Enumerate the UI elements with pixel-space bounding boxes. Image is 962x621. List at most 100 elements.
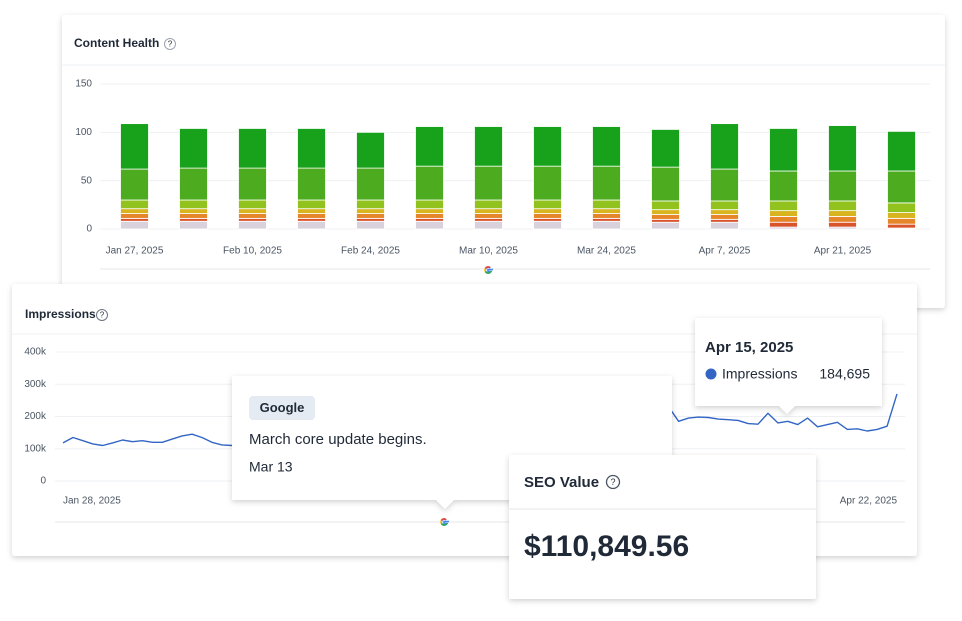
- bar-segment: [415, 126, 444, 167]
- x-tick-label: Apr 21, 2025: [814, 246, 872, 257]
- help-icon[interactable]: ?: [164, 38, 176, 50]
- bar-segment: [651, 221, 680, 230]
- card-background: [62, 15, 945, 308]
- bar-segment: [887, 212, 916, 219]
- bar-segment: [238, 220, 267, 230]
- svg-text:?: ?: [168, 40, 173, 49]
- bar-segment: [769, 128, 798, 172]
- y-tick-label: 50: [81, 175, 93, 186]
- bar-segment: [179, 208, 208, 214]
- bar-segment: [592, 126, 621, 167]
- y-tick-label: 100k: [24, 443, 47, 454]
- bar-segment: [710, 218, 739, 223]
- bar-segment: [356, 199, 385, 210]
- x-tick-label: Jan 27, 2025: [106, 246, 164, 257]
- x-tick-label: Mar 24, 2025: [577, 246, 636, 257]
- bar-segment: [356, 213, 385, 219]
- bar-segment: [474, 126, 503, 167]
- bar-segment: [474, 165, 503, 201]
- bar-segment: [474, 217, 503, 222]
- bar-segment: [710, 200, 739, 211]
- bar-segment: [356, 220, 385, 230]
- bar-segment: [651, 166, 680, 202]
- bar-segment: [769, 200, 798, 212]
- bar-segment: [120, 213, 149, 219]
- bar-segment: [710, 168, 739, 202]
- bar-segment: [179, 220, 208, 230]
- x-tick-label: Apr 7, 2025: [699, 246, 751, 257]
- bar-segment: [769, 221, 798, 228]
- bar-segment: [887, 217, 916, 225]
- bar-segment: [297, 128, 326, 169]
- source-label: Google: [260, 400, 305, 415]
- help-icon[interactable]: ?: [605, 474, 621, 490]
- bar-segment: [710, 214, 739, 220]
- bar-segment: [120, 217, 149, 222]
- bar-segment: [238, 128, 267, 169]
- bar-segment: [120, 168, 149, 201]
- bar-segment: [769, 170, 798, 202]
- bar-segment: [710, 209, 739, 215]
- bar-segment: [710, 123, 739, 170]
- bar-segment: [769, 216, 798, 223]
- bar-segment: [238, 217, 267, 222]
- bar-segment: [592, 220, 621, 230]
- svg-text:?: ?: [100, 311, 105, 320]
- bar-segment: [533, 199, 562, 210]
- bar-segment: [179, 128, 208, 169]
- tooltip-background: [695, 318, 882, 414]
- bar-segment: [651, 218, 680, 223]
- bar-segment: [238, 213, 267, 219]
- bar-segment: [297, 213, 326, 219]
- bar-segment: [415, 208, 444, 214]
- bar-segment: [297, 199, 326, 210]
- help-icon[interactable]: ?: [96, 309, 108, 321]
- bar-segment: [769, 210, 798, 217]
- series-swatch: [705, 368, 717, 380]
- bar-segment: [179, 213, 208, 219]
- bar-segment: [651, 214, 680, 220]
- bar-segment: [120, 199, 149, 210]
- bar-segment: [828, 125, 857, 172]
- y-tick-label: 0: [86, 224, 92, 235]
- bar-segment: [474, 213, 503, 219]
- seo-value-card: SEO Value ? $110,849.56: [509, 455, 816, 599]
- bar-segment: [651, 129, 680, 168]
- bar-segment: [356, 131, 385, 169]
- bar-segment: [828, 210, 857, 217]
- bar-segment: [297, 167, 326, 201]
- tooltip-date: Apr 15, 2025: [705, 339, 793, 356]
- bar-segment: [533, 126, 562, 167]
- card-title: Impressions: [25, 307, 96, 321]
- bar-segment: [887, 130, 916, 172]
- bar-segment: [828, 200, 857, 212]
- bar-segment: [592, 208, 621, 214]
- bar-segment: [415, 213, 444, 219]
- bar-segment: [474, 199, 503, 210]
- bar-segment: [120, 220, 149, 230]
- bar-segment: [533, 220, 562, 230]
- bar-segment: [356, 217, 385, 222]
- bar-segment: [592, 217, 621, 222]
- x-tick-label: Feb 10, 2025: [223, 246, 282, 257]
- bar-segment: [651, 200, 680, 211]
- bar-segment: [238, 167, 267, 201]
- y-tick-label: 100: [75, 127, 92, 138]
- card-title: SEO Value: [524, 474, 599, 491]
- bar-segment: [356, 167, 385, 201]
- plot: 0 50 100 150 Jan 27, 2025 Feb 10, 2025 Feb 24,…: [75, 79, 930, 257]
- bar-segment: [179, 199, 208, 210]
- bar-segment: [533, 213, 562, 219]
- y-tick-label: 200k: [24, 411, 47, 422]
- y-tick-label: 400k: [24, 347, 47, 358]
- bar-segment: [415, 217, 444, 222]
- bar-segment: [297, 208, 326, 214]
- bar-segment: [651, 209, 680, 215]
- bar-segment: [828, 170, 857, 202]
- bar-segment: [887, 170, 916, 204]
- bar-segment: [592, 199, 621, 210]
- bar-segment: [828, 216, 857, 223]
- annotation-text: March core update begins.: [249, 431, 427, 448]
- bar-segment: [415, 220, 444, 230]
